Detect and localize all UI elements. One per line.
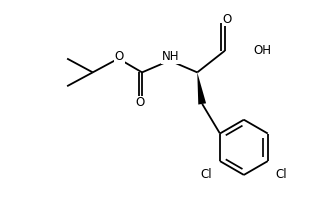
Text: Cl: Cl	[200, 168, 212, 181]
Polygon shape	[197, 72, 206, 105]
Text: O: O	[135, 96, 145, 109]
Text: NH: NH	[162, 50, 179, 63]
Text: O: O	[222, 13, 231, 26]
Text: OH: OH	[253, 44, 272, 57]
Text: Cl: Cl	[276, 168, 288, 181]
Text: O: O	[115, 50, 124, 63]
